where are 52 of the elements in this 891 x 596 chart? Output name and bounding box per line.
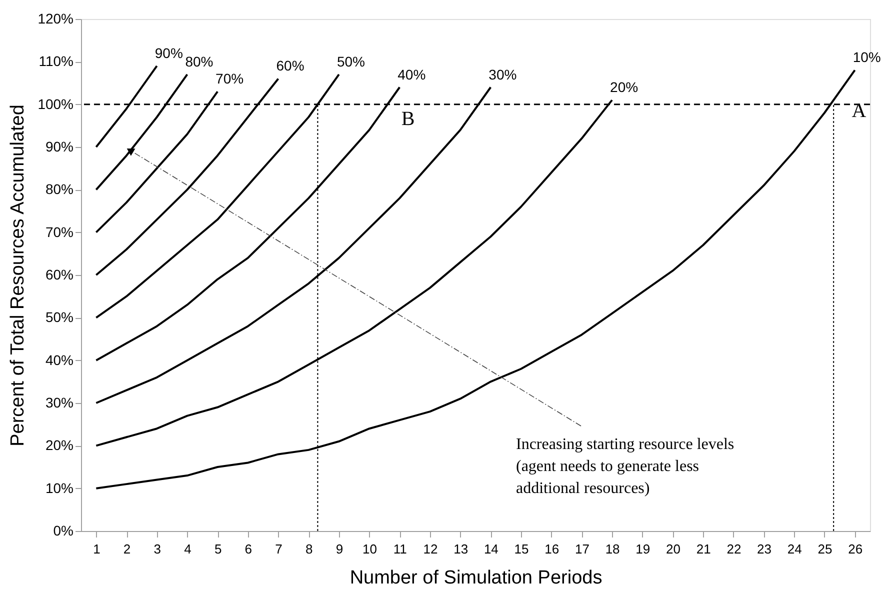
series-label: 30% xyxy=(488,66,517,82)
x-tick-label: 6 xyxy=(244,542,252,556)
y-tick-label: 120% xyxy=(38,10,74,26)
x-tick-label: 15 xyxy=(514,542,529,556)
x-tick-label: 10 xyxy=(362,542,378,556)
x-tick-label: 2 xyxy=(123,542,131,556)
x-tick-label: 17 xyxy=(574,542,590,556)
y-tick-label: 30% xyxy=(45,394,74,410)
x-tick-label: 13 xyxy=(454,542,468,556)
annotation: B xyxy=(401,108,415,130)
series-label: 40% xyxy=(398,66,426,82)
series-label: 20% xyxy=(610,79,638,96)
series-label: 50% xyxy=(336,53,365,70)
y-tick-label: 90% xyxy=(45,138,74,154)
y-tick-label: 110% xyxy=(38,53,74,70)
y-tick-label: 60% xyxy=(45,266,74,282)
x-tick-label: 24 xyxy=(787,542,802,556)
series-label: 80% xyxy=(185,53,214,70)
x-tick-label: 3 xyxy=(154,542,161,556)
x-tick-label: 5 xyxy=(214,542,222,556)
x-tick-label: 21 xyxy=(696,542,711,556)
x-tick-label: 18 xyxy=(605,542,620,556)
x-tick-label: 11 xyxy=(393,542,407,556)
y-tick-label: 0% xyxy=(53,522,74,538)
y-tick-label: 40% xyxy=(45,352,74,368)
x-tick-label: 20 xyxy=(666,542,680,556)
x-tick-label: 26 xyxy=(848,542,863,556)
series-label: 70% xyxy=(216,70,244,87)
series-label: 90% xyxy=(154,44,183,61)
series-label: 10% xyxy=(852,49,881,66)
y-tick-label: 80% xyxy=(45,181,74,198)
x-tick-label: 19 xyxy=(636,542,650,556)
x-tick-label: 9 xyxy=(336,542,344,556)
x-tick-label: 22 xyxy=(726,542,742,556)
y-tick-label: 10% xyxy=(45,480,74,496)
x-tick-label: 16 xyxy=(544,542,560,556)
x-tick-label: 8 xyxy=(305,542,313,556)
x-tick-label: 7 xyxy=(275,542,282,556)
x-tick-label: 12 xyxy=(423,542,438,556)
annotation: Increasing starting resource levels (agent needs to generate less additional resources) xyxy=(516,436,734,497)
x-tick-label: 14 xyxy=(484,542,498,556)
y-tick-label: 100% xyxy=(38,96,74,112)
y-tick-label: 50% xyxy=(45,309,74,326)
y-tick-label: 70% xyxy=(45,224,74,240)
x-tick-label: 4 xyxy=(184,542,192,556)
y-axis-title: Percent of Total Resources Accumulated xyxy=(8,104,29,446)
series-label: 60% xyxy=(276,58,304,74)
x-tick-label: 25 xyxy=(818,542,832,556)
x-axis-title: Number of Simulation Periods xyxy=(350,568,602,588)
y-tick-label: 20% xyxy=(45,437,74,454)
x-tick-label: 23 xyxy=(757,542,772,556)
x-tick-label: 1 xyxy=(93,542,100,556)
